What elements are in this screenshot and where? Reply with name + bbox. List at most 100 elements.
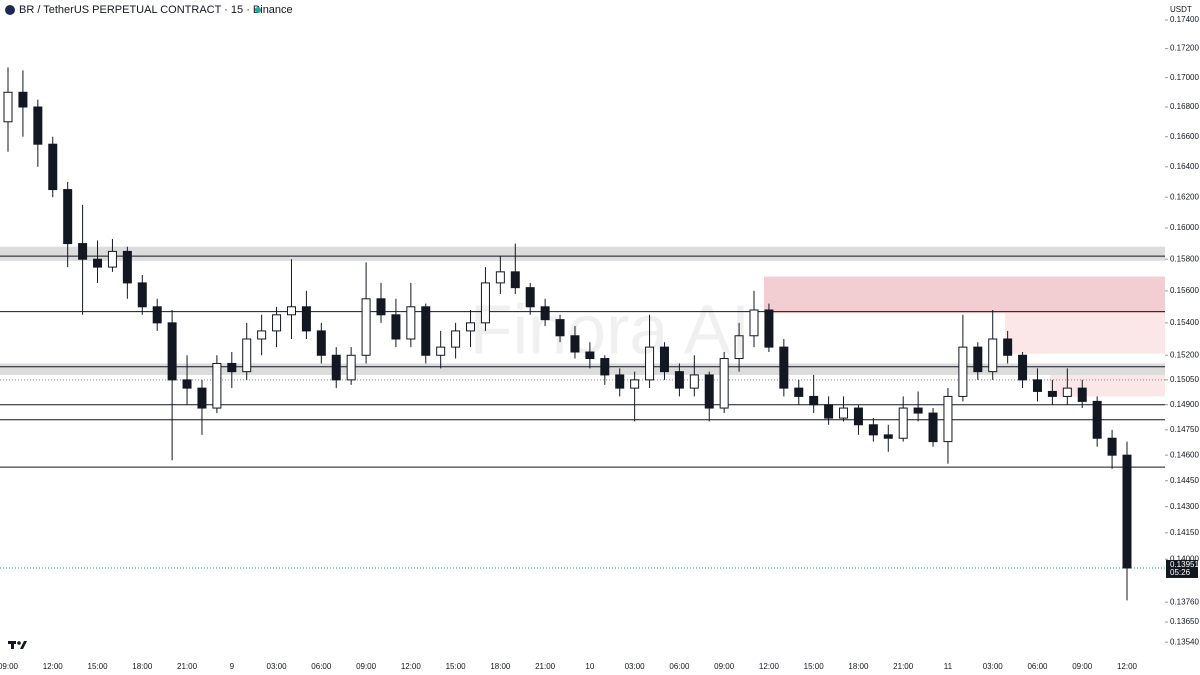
countdown: 05:26 <box>1170 568 1191 577</box>
x-tick-label: 15:00 <box>446 662 467 671</box>
y-tick-label: 0.14300 <box>1170 502 1199 511</box>
candle-body <box>958 346 968 397</box>
symbol-icon <box>5 5 15 15</box>
candle-body <box>227 362 237 373</box>
y-tick-label: 0.16000 <box>1170 223 1199 232</box>
candle-body <box>764 309 774 348</box>
candle-body <box>480 282 490 324</box>
candle-body <box>78 243 88 260</box>
candle-body <box>525 287 535 308</box>
candle-body <box>122 250 132 284</box>
candle-body <box>451 330 461 348</box>
y-tick-label: 0.13540 <box>1170 637 1199 646</box>
candle-body <box>361 298 371 356</box>
candle-body <box>182 379 192 389</box>
candle-body <box>689 374 699 389</box>
last-price-box <box>1166 559 1198 578</box>
candle-body <box>928 412 938 443</box>
candle-body <box>794 387 804 397</box>
candle-body <box>1122 454 1132 569</box>
candle-body <box>704 374 714 409</box>
x-tick-label: 06:00 <box>669 662 690 671</box>
candle-body <box>1032 379 1042 392</box>
candle-body <box>406 306 416 340</box>
candle-body <box>883 434 893 439</box>
y-tick-label: 0.13650 <box>1170 617 1199 626</box>
candle-body <box>719 358 729 409</box>
candle-body <box>33 106 43 145</box>
y-tick-label: 0.17000 <box>1170 73 1199 82</box>
y-tick-label: 0.16200 <box>1170 192 1199 201</box>
y-tick-label: 0.17400 <box>1170 15 1199 24</box>
candle-body <box>93 258 103 268</box>
candle-body <box>868 424 878 436</box>
x-tick-label: 15:00 <box>804 662 825 671</box>
x-tick-label: 15:00 <box>88 662 109 671</box>
x-tick-label: 9 <box>230 662 235 671</box>
x-tick-label: 21:00 <box>535 662 556 671</box>
candle-body <box>286 306 296 316</box>
candle-body <box>242 338 252 373</box>
candle-body <box>63 189 73 245</box>
candle-body <box>1018 354 1028 381</box>
candle-body <box>316 330 326 356</box>
candle-body <box>1077 387 1087 402</box>
x-tick-label: 09:00 <box>714 662 735 671</box>
candle-body <box>824 404 834 419</box>
x-tick-label: 10 <box>585 662 594 671</box>
candle-body <box>18 91 28 108</box>
y-tick-label: 0.16600 <box>1170 132 1199 141</box>
candle-body <box>540 306 550 321</box>
candle-body <box>585 351 595 360</box>
candle-body <box>749 309 759 337</box>
x-tick-label: 12:00 <box>43 662 64 671</box>
x-tick-label: 09:00 <box>0 662 19 671</box>
candle-body <box>197 387 207 409</box>
candle-body <box>1003 338 1013 356</box>
y-tick-label: 0.15400 <box>1170 318 1199 327</box>
candle-body <box>436 346 446 356</box>
candle-body <box>466 322 476 332</box>
x-tick-label: 03:00 <box>267 662 288 671</box>
candle-body <box>167 322 177 381</box>
candle-body <box>301 306 311 332</box>
candle-body <box>510 271 520 289</box>
currency-label: USDT <box>1170 5 1192 14</box>
candle-body <box>1107 437 1117 456</box>
candle-body <box>779 346 789 389</box>
x-tick-label: 09:00 <box>1072 662 1093 671</box>
candle-body <box>421 306 431 356</box>
y-tick-label: 0.16800 <box>1170 102 1199 111</box>
gray-band <box>0 363 1165 375</box>
candle-body <box>943 395 953 443</box>
y-tick-label: 0.15200 <box>1170 350 1199 359</box>
candle-body <box>272 314 282 332</box>
candle-body <box>853 407 863 426</box>
zone <box>1005 313 1165 354</box>
candle-body <box>913 407 923 414</box>
candle-body <box>659 346 669 373</box>
x-tick-label: 18:00 <box>490 662 511 671</box>
x-tick-label: 06:00 <box>1027 662 1048 671</box>
candle-body <box>1062 387 1072 397</box>
x-tick-label: 21:00 <box>177 662 198 671</box>
candle-body <box>630 379 640 389</box>
candle-body <box>107 250 117 268</box>
candle-body <box>674 371 684 389</box>
gray-band <box>0 246 1165 261</box>
chart-title: BR / TetherUS PERPETUAL CONTRACT · 15 · … <box>19 4 293 16</box>
x-tick-label: 06:00 <box>311 662 332 671</box>
y-tick-label: 0.14900 <box>1170 400 1199 409</box>
y-tick-label: 0.14600 <box>1170 450 1199 459</box>
status-dot <box>255 7 261 13</box>
candle-body <box>495 271 505 284</box>
candle-body <box>391 314 401 340</box>
candle-body <box>839 407 849 419</box>
x-tick-label: 12:00 <box>401 662 422 671</box>
y-tick-label: 0.15800 <box>1170 254 1199 263</box>
candle-body <box>600 358 610 376</box>
candle-body <box>645 346 655 381</box>
x-tick-label: 18:00 <box>132 662 153 671</box>
y-tick-label: 0.13760 <box>1170 597 1199 606</box>
